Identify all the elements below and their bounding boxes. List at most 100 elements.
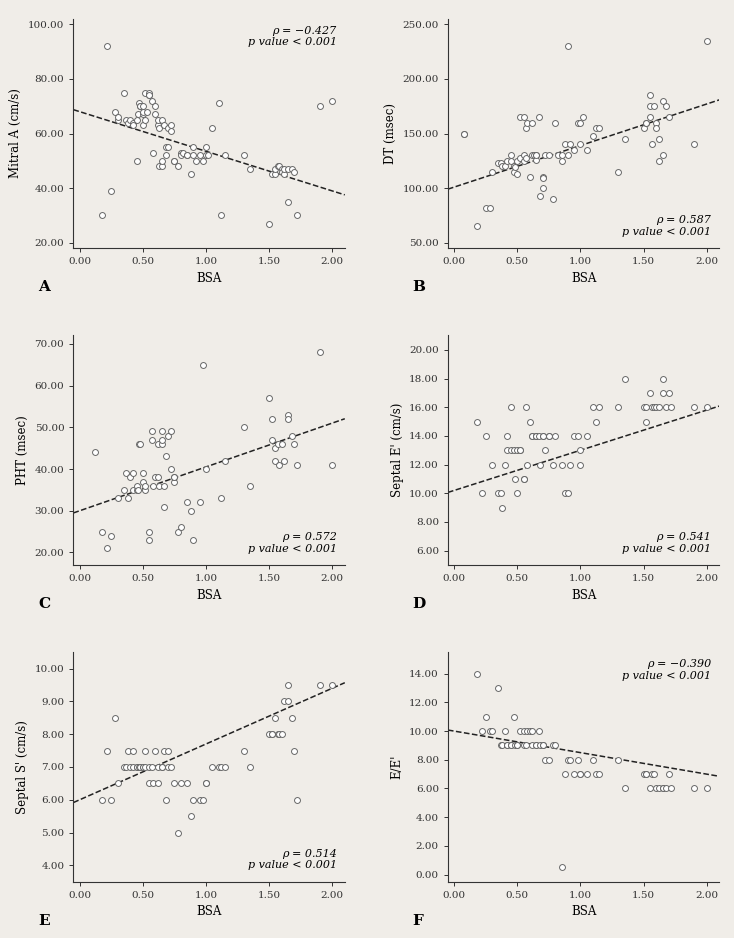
Point	[514, 150, 526, 165]
Point	[146, 93, 158, 108]
Point	[156, 760, 167, 775]
Point	[152, 776, 164, 791]
Point	[509, 159, 520, 174]
Point	[476, 486, 488, 501]
Point	[282, 677, 294, 692]
Point	[688, 400, 700, 415]
Point	[505, 148, 517, 163]
Point	[505, 738, 517, 753]
Point	[562, 38, 574, 53]
Point	[112, 113, 123, 128]
Point	[164, 760, 176, 775]
Point	[531, 429, 542, 444]
Point	[517, 148, 529, 163]
Point	[152, 113, 164, 128]
Point	[562, 486, 574, 501]
Point	[175, 148, 186, 163]
Point	[164, 123, 176, 138]
Point	[531, 429, 542, 444]
Point	[288, 164, 300, 179]
Point	[575, 457, 586, 472]
Text: ρ = 0.572
p value < 0.001: ρ = 0.572 p value < 0.001	[247, 532, 337, 553]
Point	[139, 113, 151, 128]
Point	[501, 738, 513, 753]
Point	[514, 110, 526, 125]
Point	[480, 201, 492, 216]
Point	[139, 482, 151, 497]
Point	[159, 478, 170, 493]
Point	[143, 533, 155, 548]
Point	[640, 414, 652, 429]
Point	[509, 738, 520, 753]
Point	[512, 738, 523, 753]
Point	[269, 161, 281, 176]
Point	[581, 143, 592, 158]
Point	[499, 457, 511, 472]
Point	[572, 752, 584, 767]
Point	[264, 390, 275, 405]
Point	[559, 137, 571, 152]
Point	[106, 793, 117, 808]
Point	[127, 465, 139, 480]
Point	[143, 85, 155, 100]
Point	[146, 432, 158, 447]
Point	[266, 412, 277, 427]
Point	[556, 860, 567, 875]
Point	[272, 727, 284, 742]
Point	[589, 766, 601, 781]
Point	[534, 457, 546, 472]
Point	[537, 429, 548, 444]
Point	[137, 104, 149, 119]
Point	[159, 743, 170, 758]
Point	[153, 121, 165, 136]
Point	[495, 156, 506, 171]
Point	[512, 443, 523, 458]
Point	[650, 121, 662, 136]
Point	[484, 723, 495, 738]
Point	[118, 760, 130, 775]
Point	[505, 400, 517, 415]
Point	[172, 159, 184, 174]
Point	[194, 495, 206, 510]
Point	[238, 148, 250, 163]
Point	[650, 781, 662, 796]
Point	[486, 723, 498, 738]
Point	[150, 98, 161, 113]
Point	[197, 793, 209, 808]
Point	[537, 738, 548, 753]
Point	[493, 681, 504, 696]
Point	[644, 110, 655, 125]
Point	[480, 709, 492, 724]
Point	[619, 131, 631, 146]
Point	[539, 148, 551, 163]
Point	[549, 429, 561, 444]
Point	[139, 85, 151, 100]
Point	[266, 432, 277, 447]
Point	[139, 760, 151, 775]
Point	[522, 457, 534, 472]
Point	[640, 400, 652, 415]
Point	[215, 208, 227, 223]
X-axis label: BSA: BSA	[197, 905, 222, 918]
Point	[520, 150, 532, 165]
Point	[137, 118, 149, 133]
Text: ρ = −0.427
p value < 0.001: ρ = −0.427 p value < 0.001	[247, 25, 337, 47]
Point	[327, 458, 338, 473]
Point	[146, 760, 158, 775]
Point	[512, 486, 523, 501]
Point	[505, 738, 517, 753]
Point	[131, 760, 142, 775]
Point	[101, 743, 113, 758]
Point	[152, 118, 164, 133]
Point	[137, 465, 149, 480]
Point	[132, 482, 144, 497]
Point	[581, 766, 592, 781]
Point	[484, 201, 495, 216]
Point	[313, 344, 325, 359]
Point	[612, 752, 624, 767]
Point	[190, 153, 202, 168]
Point	[522, 723, 534, 738]
Point	[577, 110, 589, 125]
Point	[120, 760, 132, 775]
Point	[273, 458, 285, 473]
